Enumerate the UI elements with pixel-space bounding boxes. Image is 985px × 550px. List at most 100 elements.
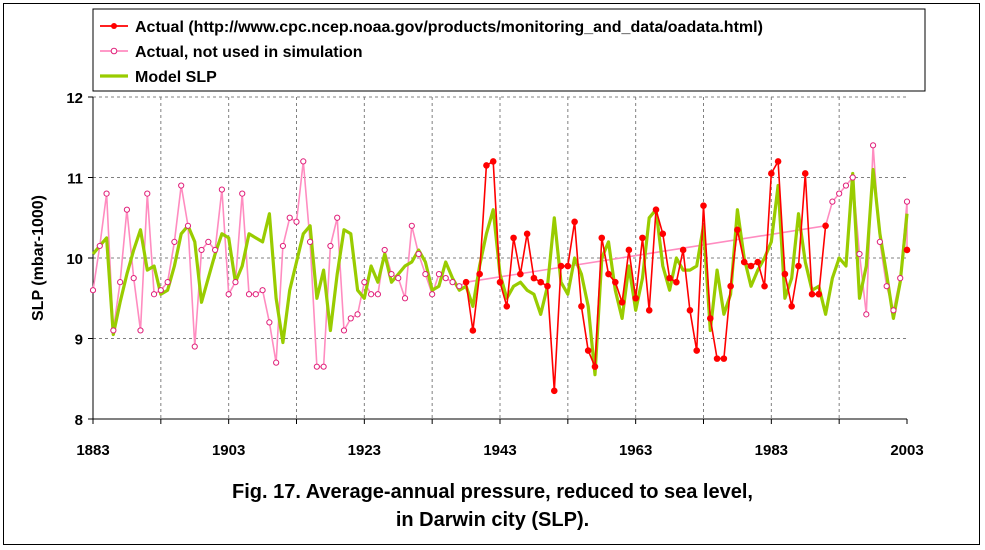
chart-frame [3,3,980,545]
point-actual [612,278,619,286]
point-not-used [239,190,246,197]
caption-line-1: Fig. 17. Average-annual pressure, reduce… [232,481,753,503]
point-actual [469,327,477,334]
point-not-used [897,275,904,282]
x-tick-label: 1943 [483,442,516,459]
point-not-used [327,242,334,250]
point-not-used [252,291,259,298]
point-actual [578,303,585,310]
point-actual [598,234,606,242]
point-actual [530,274,538,282]
point-actual [462,278,470,286]
point-actual [795,262,802,270]
point-not-used [232,279,239,286]
axes [88,96,908,424]
point-actual [808,290,816,298]
x-tick-label: 1983 [755,442,788,459]
point-not-used [306,238,314,245]
point-actual [639,234,646,242]
point-actual [625,246,633,254]
point-not-used [456,283,463,290]
point-not-used [395,275,402,282]
point-actual [483,162,490,169]
point-not-used [449,279,456,286]
tick-labels: 8 9 10 11 12 1883 1903 1923 1943 1963 1983 2003 [66,90,923,459]
point-not-used [157,287,164,294]
point-not-used [205,238,212,245]
point-not-used [320,363,327,370]
point-actual [591,363,599,370]
y-tick-label: 10 [66,251,83,268]
point-not-used [279,242,287,250]
x-tick-label: 1963 [619,442,652,459]
point-not-used [286,214,293,221]
plot-area [89,142,911,395]
series-line-actual [465,158,827,391]
point-actual [618,298,626,306]
point-not-used [442,275,449,282]
caption-line-2: in Darwin city (SLP). [395,509,590,531]
point-not-used [829,198,836,205]
point-not-used [429,291,436,298]
point-not-used [245,291,253,298]
point-not-used [842,182,850,189]
point-actual [489,158,497,165]
point-not-used [334,214,341,221]
point-not-used [863,311,870,318]
point-not-used [96,242,103,250]
point-actual [713,355,721,362]
point-not-used [354,311,361,318]
point-not-used [225,291,232,298]
legend-entry-label: Actual (http://www.cpc.ncep.noaa.gov/pro… [135,19,763,36]
point-not-used [836,190,843,197]
point-not-used [123,206,131,213]
x-tick-label: 1923 [348,442,381,459]
point-not-used [401,295,409,302]
point-actual [645,307,653,314]
x-tick-label: 2003 [890,442,923,459]
point-actual [523,230,531,238]
point-not-used [340,327,348,334]
legend-entry-label: Model SLP [135,69,217,86]
point-not-used [313,363,320,370]
point-actual [822,222,829,230]
point-actual [544,282,551,290]
point-actual [774,158,782,165]
point-not-used [110,327,117,334]
point-actual [686,307,694,314]
legend-swatch-marker [110,47,118,55]
point-not-used [856,250,863,258]
point-actual [815,290,823,298]
point-actual [652,206,660,213]
point-actual [768,170,775,177]
point-not-used [130,275,137,282]
point-actual [673,278,680,286]
point-actual [781,270,789,278]
point-not-used [266,319,273,326]
y-tick-label: 12 [66,90,83,107]
legend-box [92,8,926,92]
point-actual [584,347,592,354]
point-actual [801,170,809,177]
point-actual [476,270,483,278]
point-not-used [381,246,388,254]
y-axis-label: SLP (mbar-1000) [30,195,47,321]
point-not-used [144,190,151,197]
point-not-used [361,279,368,286]
point-not-used [259,287,266,294]
point-not-used [435,271,443,278]
point-not-used [869,142,877,149]
legend-swatch-marker [111,23,117,29]
point-actual [734,226,741,234]
point-not-used [218,186,225,193]
point-not-used [273,359,280,366]
point-actual [503,303,511,310]
point-actual [659,230,667,238]
y-tick-label: 9 [75,332,83,349]
y-tick-label: 8 [75,412,83,429]
point-actual [761,282,768,290]
point-not-used [178,182,185,189]
point-actual [788,303,795,310]
point-not-used [198,246,205,254]
